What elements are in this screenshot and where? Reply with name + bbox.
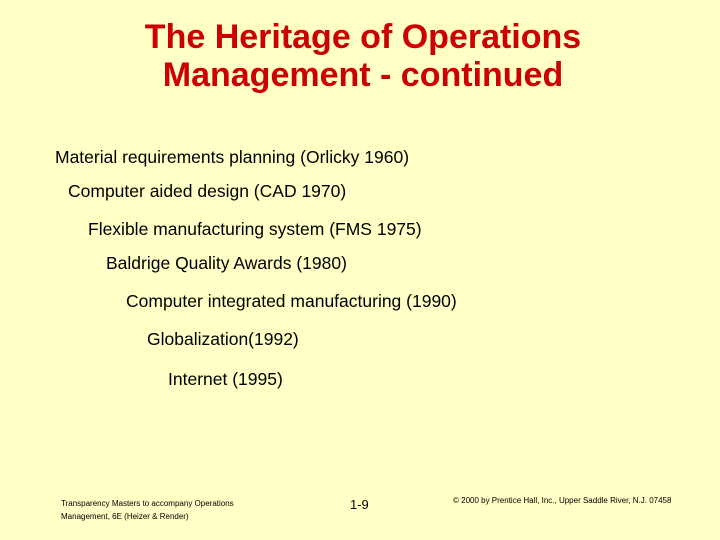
heritage-item-cad: Computer aided design (CAD 1970): [68, 181, 347, 201]
heritage-item-globalization: Globalization(1992): [147, 329, 299, 349]
footer-source-line-1: Transparency Masters to accompany Operat…: [61, 499, 234, 508]
slide-title-line-1: The Heritage of Operations: [144, 18, 582, 56]
footer-source-note: Transparency Masters to accompany Operat…: [61, 497, 234, 523]
footer-copyright: © 2000 by Prentice Hall, Inc., Upper Sad…: [453, 496, 672, 505]
heritage-item-internet: Internet (1995): [168, 369, 283, 389]
page-number: 1-9: [350, 497, 369, 512]
heritage-item-fms: Flexible manufacturing system (FMS 1975): [88, 219, 422, 239]
slide-title: The Heritage of Operations Management - …: [0, 18, 720, 94]
slide-title-line-2: Management - continued: [162, 56, 564, 94]
heritage-item-baldrige: Baldrige Quality Awards (1980): [106, 253, 347, 273]
footer-source-line-2: Management, 6E (Heizer & Render): [61, 512, 189, 521]
heritage-item-cim: Computer integrated manufacturing (1990): [126, 291, 457, 311]
heritage-item-mrp: Material requirements planning (Orlicky …: [55, 147, 410, 167]
